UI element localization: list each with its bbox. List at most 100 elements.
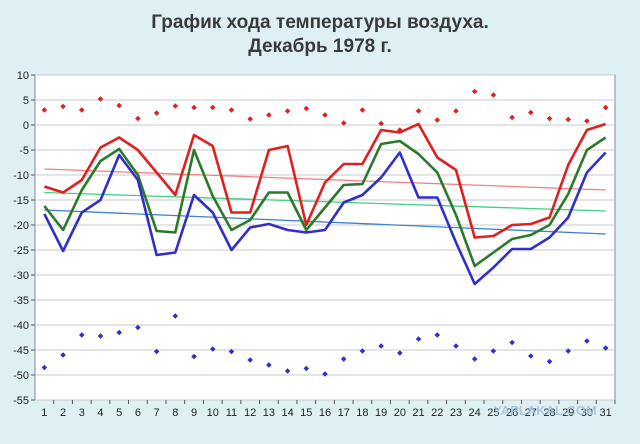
x-tick-label: 19 — [375, 407, 387, 419]
data-point — [172, 313, 179, 319]
y-tick-label: -5 — [19, 145, 29, 157]
y-tick-label: -40 — [13, 320, 29, 332]
data-point — [359, 107, 366, 113]
y-tick-label: 5 — [23, 95, 29, 107]
x-tick-label: 11 — [226, 407, 237, 419]
data-point — [153, 110, 160, 116]
data-point — [434, 332, 441, 338]
x-tick-label: 27 — [525, 407, 537, 419]
x-tick-label: 1 — [41, 407, 47, 419]
x-tick-label: 16 — [319, 407, 331, 419]
data-point — [434, 117, 441, 123]
data-point — [322, 371, 328, 377]
x-tick-label: 25 — [487, 407, 499, 419]
data-point — [266, 362, 272, 368]
data-point — [490, 348, 497, 354]
y-tick-label: -15 — [13, 195, 29, 207]
data-point — [397, 127, 403, 133]
series-line — [43, 136, 607, 268]
chart-title: График хода температуры воздуха. — [151, 12, 489, 33]
data-point — [97, 333, 104, 339]
y-tick-label: -10 — [13, 170, 29, 182]
data-point — [378, 343, 384, 349]
data-point — [303, 365, 310, 372]
data-point — [247, 116, 253, 122]
y-tick-label: -35 — [13, 295, 29, 307]
trend-line — [44, 209, 606, 235]
x-tick-label: 30 — [581, 407, 593, 419]
watermark: YAPLAKAL.COM — [493, 403, 597, 418]
data-point — [584, 118, 590, 124]
data-point — [453, 108, 459, 114]
y-tick-label: -50 — [13, 370, 29, 382]
x-tick-label: 9 — [191, 407, 197, 419]
series-line — [44, 122, 606, 239]
x-tick-label: 12 — [244, 407, 256, 419]
data-point — [191, 104, 197, 111]
data-point — [303, 105, 310, 112]
data-point — [340, 120, 347, 126]
data-point — [97, 96, 104, 102]
x-tick-label: 21 — [412, 407, 424, 419]
data-point — [116, 102, 122, 109]
x-tick-label: 28 — [543, 407, 555, 419]
data-point — [415, 336, 422, 342]
x-tick-label: 10 — [207, 407, 219, 419]
x-tick-label: 31 — [600, 407, 612, 419]
data-point — [60, 103, 66, 110]
data-point — [266, 112, 272, 118]
data-point — [509, 114, 515, 121]
data-point — [453, 343, 459, 349]
data-point — [509, 339, 515, 346]
data-point — [565, 116, 572, 123]
data-point — [247, 357, 253, 363]
y-tick-label: -55 — [13, 395, 29, 407]
data-point — [471, 88, 478, 95]
data-point — [565, 348, 572, 354]
data-point — [78, 107, 85, 113]
x-tick-label: 20 — [394, 407, 406, 419]
data-point — [528, 109, 534, 116]
data-point — [322, 112, 328, 118]
x-tick-label: 24 — [469, 407, 481, 419]
data-point — [228, 348, 235, 355]
data-point — [284, 368, 291, 374]
data-point — [135, 115, 141, 122]
trend-line — [44, 191, 606, 212]
series-line — [43, 151, 607, 286]
y-tick-label: -25 — [13, 245, 29, 257]
data-point — [284, 108, 291, 114]
data-point — [378, 120, 384, 127]
x-tick-label: 14 — [281, 407, 293, 419]
data-point — [78, 332, 85, 338]
data-point — [340, 356, 347, 362]
data-point — [528, 353, 534, 359]
x-tick-label: 7 — [154, 407, 160, 419]
data-point — [209, 104, 216, 111]
data-point — [415, 108, 422, 114]
x-tick-label: 23 — [450, 407, 462, 419]
plot-area — [34, 74, 616, 401]
x-tick-label: 6 — [135, 407, 141, 419]
data-point — [228, 107, 235, 113]
x-tick-label: 4 — [97, 407, 103, 419]
x-tick-label: 8 — [172, 407, 178, 419]
y-tick-label: 0 — [23, 120, 29, 132]
x-tick-label: 18 — [356, 407, 368, 419]
data-point — [116, 329, 122, 336]
data-point — [602, 345, 609, 351]
x-tick-label: 29 — [562, 407, 574, 419]
data-point — [60, 352, 66, 358]
y-tick-label: -45 — [13, 345, 29, 357]
data-point — [209, 346, 216, 352]
data-point — [359, 348, 366, 354]
trend-line — [44, 168, 606, 191]
y-tick-label: -20 — [13, 220, 29, 232]
data-point — [41, 364, 48, 371]
data-point — [172, 103, 179, 109]
x-tick-label: 3 — [79, 407, 85, 419]
x-tick-label: 17 — [338, 407, 350, 419]
data-point — [490, 92, 497, 98]
